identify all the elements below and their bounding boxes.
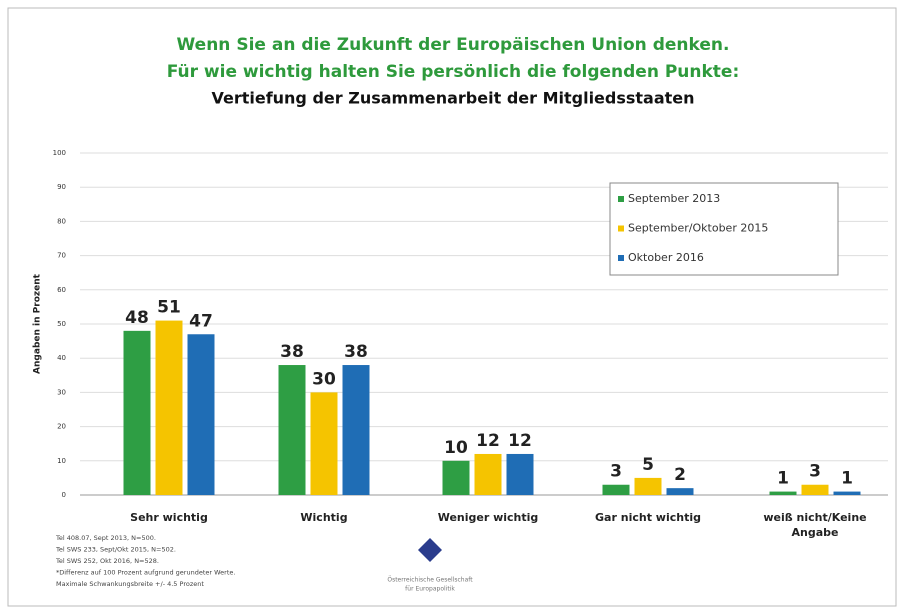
bar [442, 460, 470, 495]
bar [155, 320, 183, 495]
bar [666, 488, 694, 495]
data-label: 51 [157, 298, 181, 318]
legend-label: September/Oktober 2015 [628, 222, 768, 235]
y-tick-label: 50 [57, 320, 66, 328]
bar [342, 365, 370, 495]
logo-text: für Europapolitik [405, 586, 455, 593]
data-label: 3 [809, 462, 821, 482]
x-tick-label: Gar nicht wichtig [595, 511, 701, 524]
bar [506, 453, 534, 495]
bar [833, 491, 861, 495]
y-tick-label: 20 [57, 423, 66, 431]
footnote: *Differenz auf 100 Prozent aufgrund geru… [56, 569, 235, 577]
footnote: Tel 408.07, Sept 2013, N=500. [55, 534, 156, 542]
data-label: 47 [189, 311, 213, 331]
legend-swatch [618, 255, 624, 261]
bar [634, 477, 662, 495]
bar [602, 484, 630, 495]
x-tick-label: Wichtig [300, 511, 348, 524]
chart-subtitle: Vertiefung der Zusammenarbeit der Mitgli… [211, 89, 694, 108]
data-label: 3 [610, 462, 622, 482]
logo [418, 538, 442, 562]
bar [278, 365, 306, 495]
y-tick-label: 0 [62, 491, 66, 499]
y-tick-label: 60 [57, 286, 66, 294]
bar [474, 453, 502, 495]
y-tick-label: 40 [57, 354, 66, 362]
bar [187, 334, 215, 495]
y-tick-label: 30 [57, 388, 66, 396]
footnote: Tel SWS 252, Okt 2016, N=528. [55, 557, 159, 565]
data-label: 5 [642, 455, 654, 475]
bar [310, 392, 338, 495]
data-label: 38 [344, 342, 368, 362]
data-label: 2 [674, 465, 686, 485]
y-tick-label: 100 [53, 149, 66, 157]
x-tick-label: weiß nicht/Keine Angabe [763, 511, 867, 539]
data-label: 30 [312, 369, 336, 389]
data-label: 12 [476, 431, 500, 451]
footnote: Tel SWS 233, Sept/Okt 2015, N=502. [55, 546, 176, 554]
y-tick-label: 10 [57, 457, 66, 465]
legend-swatch [618, 225, 624, 232]
y-axis-label: Angaben in Prozent [33, 273, 43, 374]
data-label: 1 [777, 469, 789, 489]
data-label: 1 [841, 469, 853, 489]
y-tick-label: 70 [57, 252, 66, 260]
x-tick-label: Sehr wichtig [130, 511, 208, 524]
data-label: 48 [125, 308, 149, 328]
data-label: 38 [280, 342, 304, 362]
chart-title: Wenn Sie an die Zukunft der Europäischen… [177, 35, 730, 55]
legend-label: September 2013 [628, 192, 720, 205]
legend-box [609, 182, 839, 276]
y-tick-label: 80 [57, 217, 66, 225]
data-label: 10 [444, 438, 468, 458]
legend-label: Oktober 2016 [628, 251, 704, 264]
legend-swatch [618, 196, 624, 202]
bar [769, 491, 797, 495]
logo-text: Österreichische Gesellschaft [387, 577, 473, 584]
frame [7, 7, 897, 607]
bar [123, 330, 151, 495]
footnote: Maximale Schwankungsbreite +/- 4.5 Proze… [56, 580, 204, 588]
y-tick-label: 90 [57, 183, 66, 191]
x-tick-label: Weniger wichtig [437, 511, 539, 524]
data-label: 12 [508, 431, 532, 451]
chart-title: Für wie wichtig halten Sie persönlich di… [167, 62, 740, 82]
bar [801, 484, 829, 495]
